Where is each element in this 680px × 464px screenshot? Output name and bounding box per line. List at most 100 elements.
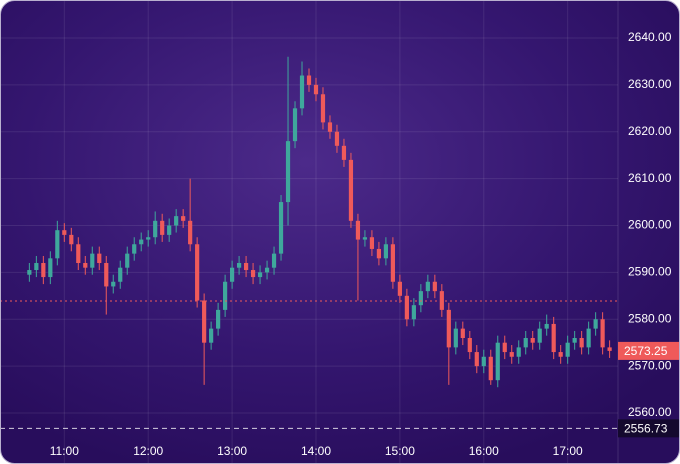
candle-body xyxy=(62,230,67,235)
candle-body xyxy=(160,220,165,235)
last-price-label: 2573.25 xyxy=(624,344,668,358)
candle-body xyxy=(181,216,186,221)
candle-body xyxy=(243,263,249,271)
candle-body xyxy=(250,270,256,278)
candle-body xyxy=(397,281,402,296)
candle-body xyxy=(209,328,214,343)
x-tick-label: 12:00 xyxy=(133,444,163,458)
candle-body xyxy=(530,338,535,343)
candle-body xyxy=(230,267,235,282)
last-price-badge xyxy=(618,341,680,360)
candle-body xyxy=(188,220,193,245)
candle-body xyxy=(313,84,319,95)
candle-body xyxy=(558,352,563,357)
candle-body xyxy=(348,159,354,221)
candle-body xyxy=(474,352,479,367)
candle-body xyxy=(383,244,388,259)
y-tick-label: 2570.00 xyxy=(628,358,672,372)
candle-body xyxy=(90,253,95,268)
candle-body xyxy=(125,253,130,268)
candle-body xyxy=(118,267,123,282)
candle-body xyxy=(467,338,472,353)
x-tick-label: 14:00 xyxy=(301,444,331,458)
candle-body xyxy=(355,220,361,240)
candle-body xyxy=(404,295,409,320)
candle-body xyxy=(488,356,493,381)
candle-body xyxy=(390,244,395,282)
candle-body xyxy=(76,244,81,264)
candle-body xyxy=(111,281,116,287)
y-tick-label: 2590.00 xyxy=(628,265,672,279)
candle-body xyxy=(306,75,312,85)
x-tick-label: 11:00 xyxy=(50,444,79,458)
candle-body xyxy=(202,300,207,343)
x-tick-label: 17:00 xyxy=(553,444,583,458)
candle-body xyxy=(551,323,556,353)
candle-body xyxy=(104,263,109,287)
candle-body xyxy=(153,220,158,238)
candle-body xyxy=(362,237,368,240)
y-tick-label: 2620.00 xyxy=(628,124,672,138)
candle-body xyxy=(460,328,465,339)
candle-body xyxy=(41,263,46,278)
candle-body xyxy=(34,263,39,271)
candle-body xyxy=(509,352,514,357)
y-tick-label: 2630.00 xyxy=(628,77,672,91)
candle-body xyxy=(446,309,451,348)
candle-body xyxy=(139,239,144,245)
x-tick-label: 16:00 xyxy=(469,444,499,458)
candle-body xyxy=(565,342,570,357)
candle-body xyxy=(146,237,151,240)
candle-body xyxy=(376,248,382,259)
candle-body xyxy=(425,281,430,292)
candle-body xyxy=(579,338,584,348)
y-tick-label: 2560.00 xyxy=(628,405,672,419)
candle-body xyxy=(593,319,598,329)
candle-body xyxy=(418,291,423,306)
candle-body xyxy=(320,94,326,123)
candle-body xyxy=(432,281,437,292)
candle-body xyxy=(257,272,263,278)
candle-body xyxy=(411,305,416,320)
candle-body xyxy=(167,225,172,235)
candle-body xyxy=(48,258,53,278)
candle-body xyxy=(495,342,500,381)
candle-body xyxy=(55,230,60,259)
candle-body xyxy=(481,356,486,367)
candle-body xyxy=(572,338,577,343)
candle-body xyxy=(132,244,137,254)
y-tick-label: 2580.00 xyxy=(628,311,672,325)
candle-body xyxy=(586,328,591,348)
candle-body xyxy=(607,347,612,351)
candle-body xyxy=(334,131,340,146)
candle-body xyxy=(327,122,333,132)
candle-body xyxy=(236,263,242,268)
candle-body xyxy=(502,342,507,353)
candle-body xyxy=(264,267,270,273)
candle-body xyxy=(285,141,291,203)
x-tick-label: 13:00 xyxy=(217,444,247,458)
candle-body xyxy=(299,75,305,109)
candle-body xyxy=(600,319,605,348)
candle-body xyxy=(216,309,221,329)
candle-body xyxy=(544,323,549,329)
candle-body xyxy=(278,202,284,254)
candle-body xyxy=(341,145,347,160)
y-tick-label: 2600.00 xyxy=(628,218,672,232)
candle-body xyxy=(537,328,542,343)
candle-body xyxy=(453,328,458,348)
candle-body xyxy=(97,253,102,264)
y-tick-label: 2610.00 xyxy=(628,171,672,185)
candle-body xyxy=(195,244,200,301)
candle-body xyxy=(516,347,521,357)
candle-body xyxy=(27,270,32,275)
candle-body xyxy=(223,281,228,310)
x-tick-label: 15:00 xyxy=(385,444,415,458)
candle-body xyxy=(174,216,179,226)
candle-body xyxy=(523,338,528,348)
